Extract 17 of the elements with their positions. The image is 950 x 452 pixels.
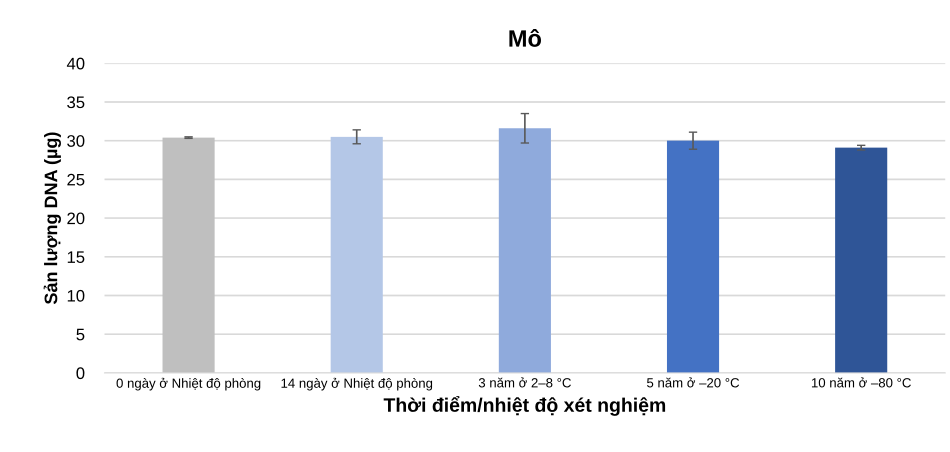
x-tick-label: 10 năm ở –80 °C: [812, 377, 911, 388]
x-axis-title: Thời điểm/nhiệt độ xét nghiệm: [384, 396, 666, 416]
y-tick-label: 20: [67, 212, 84, 224]
y-tick-label: 25: [67, 174, 84, 186]
x-tick-label: 3 năm ở 2–8 °C: [478, 377, 571, 388]
y-tick-label: 15: [68, 251, 84, 263]
y-axis-title: Sản lượng DNA (µg): [44, 132, 61, 304]
y-tick-label: 10: [68, 290, 84, 302]
y-tick-label: 5: [76, 328, 84, 340]
y-tick-label: 35: [67, 96, 84, 108]
chart-title: Mô: [509, 28, 541, 47]
x-tick-label: 5 năm ở –20 °C: [646, 377, 740, 388]
y-tick-label: 30: [67, 135, 84, 147]
y-tick-label: 40: [66, 58, 84, 70]
y-tick-label: 0: [76, 367, 84, 380]
x-tick-label: 0 ngày ở Nhiệt độ phòng: [116, 378, 260, 390]
x-tick-label: 14 ngày ở Nhiệt độ phòng: [282, 378, 432, 390]
